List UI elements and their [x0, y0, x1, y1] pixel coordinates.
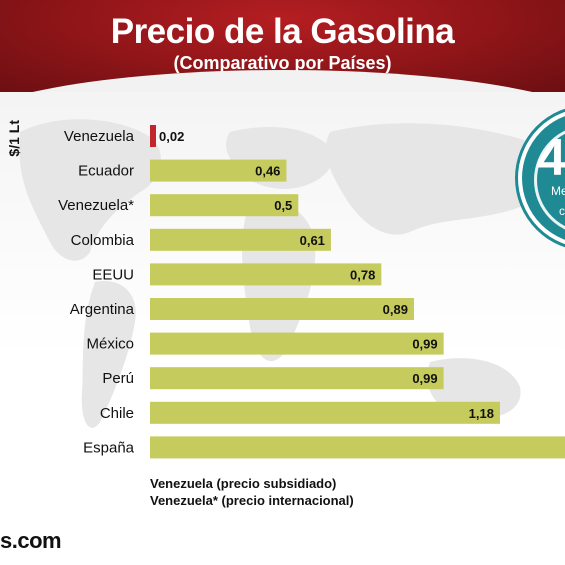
bar-3	[150, 194, 299, 217]
category-label-8: Perú	[102, 370, 134, 387]
bar-2	[150, 159, 287, 182]
category-label-2: Ecuador	[78, 163, 134, 180]
y-axis-label: $/1 Lt	[6, 120, 22, 157]
value-label-4: 0,61	[300, 233, 325, 248]
bar-8	[150, 367, 444, 390]
value-label-7: 0,99	[412, 337, 437, 352]
category-label-5: EEUU	[92, 266, 134, 283]
banner-curve	[0, 70, 565, 92]
bar-7	[150, 332, 444, 355]
value-label-5: 0,78	[350, 267, 375, 282]
category-label-7: México	[86, 336, 134, 353]
category-label-10: España	[83, 439, 135, 456]
bar-1	[150, 125, 156, 147]
category-label-4: Colombia	[71, 232, 135, 249]
value-label-6: 0,89	[383, 302, 408, 317]
category-label-3: Venezuela*	[58, 197, 134, 214]
value-label-1: 0,02	[159, 129, 184, 144]
bar-9	[150, 401, 500, 424]
bar-10	[150, 436, 565, 459]
brand-logo-icon: 4	[537, 129, 565, 187]
value-label-3: 0,5	[274, 198, 292, 213]
bar-5	[150, 263, 382, 286]
bar-6	[150, 298, 414, 320]
note-subsidized: Venezuela (precio subsidiado)	[150, 476, 337, 491]
category-label-1: Venezuela	[64, 128, 135, 145]
value-label-9: 1,18	[469, 406, 494, 421]
chart-subtitle: (Comparativo por Países)	[173, 53, 392, 73]
badge-text-line1: Me	[551, 184, 565, 198]
category-label-9: Chile	[100, 405, 134, 422]
category-label-6: Argentina	[70, 301, 135, 318]
note-international: Venezuela* (precio internacional)	[150, 493, 354, 508]
title-banner: Precio de la Gasolina (Comparativo por P…	[0, 0, 565, 92]
chart-notes: Venezuela (precio subsidiado) Venezuela*…	[150, 475, 354, 509]
value-label-8: 0,99	[412, 371, 437, 386]
chart-title: Precio de la Gasolina	[110, 12, 455, 51]
value-label-2: 0,46	[255, 164, 280, 179]
footer-site-url: s.com	[0, 528, 62, 553]
bar-4	[150, 228, 331, 251]
badge-text-line2: c	[559, 204, 565, 218]
